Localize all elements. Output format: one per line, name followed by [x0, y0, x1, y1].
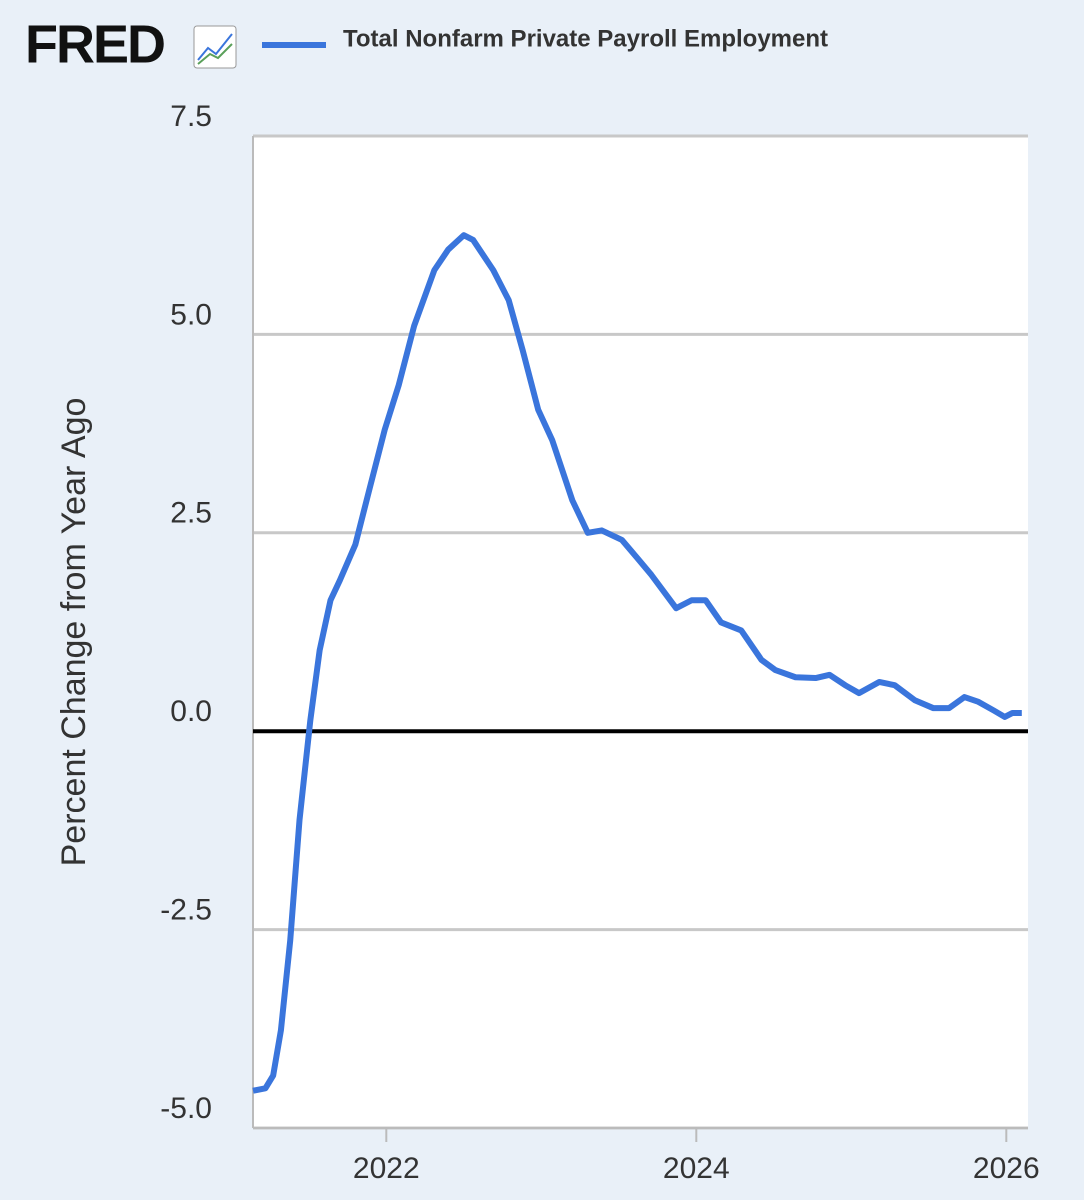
y-tick-label: 7.5 — [170, 100, 212, 133]
y-tick-label: 2.5 — [170, 497, 212, 530]
x-tick-label: 2024 — [663, 1152, 730, 1185]
y-tick-label: 0.0 — [170, 695, 212, 728]
series-line — [252, 232, 1022, 1094]
y-tick-label: 5.0 — [170, 298, 212, 331]
y-tick-label: -5.0 — [160, 1092, 212, 1125]
legend-label: Total Nonfarm Private Payroll Employment — [343, 25, 828, 52]
brand-logo: FRED — [25, 14, 164, 74]
y-axis-title: Percent Change from Year Ago — [55, 398, 93, 867]
plot-area — [253, 136, 1028, 1128]
y-tick-label: -2.5 — [160, 894, 212, 927]
x-tick-label: 2022 — [353, 1152, 420, 1185]
logo-icon — [193, 25, 237, 69]
x-tick-label: 2026 — [973, 1152, 1040, 1185]
